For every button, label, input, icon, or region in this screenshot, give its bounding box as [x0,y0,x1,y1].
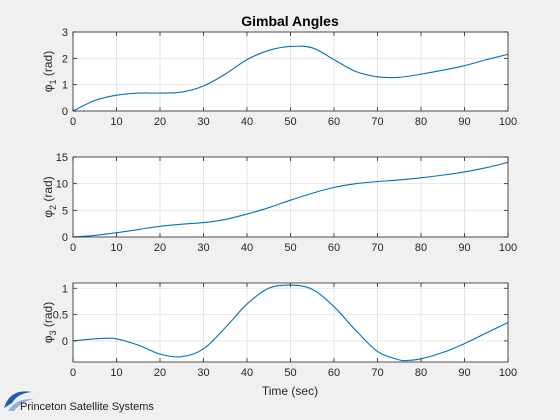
x-tick-label: 90 [458,367,470,379]
x-tick-label: 70 [371,116,383,128]
x-tick-label: 50 [284,242,296,254]
subplot-phi1: 0 10 20 30 40 50 60 70 80 90 100 0 1 2 3 φ1 (rad) [41,27,517,128]
x-tick-label: 60 [328,367,340,379]
x-tick-label: 40 [241,242,253,254]
y-tick-label: 3 [62,27,68,39]
y-tick-label: 1 [62,80,68,92]
x-tick-label: 0 [70,116,76,128]
y-tick-label: 10 [56,179,68,191]
x-tick-label: 0 [70,242,76,254]
x-tick-label: 30 [197,242,209,254]
y-tick-label: 2 [62,53,68,65]
y-tick-label: 0 [62,232,68,244]
x-tick-label: 80 [415,242,427,254]
x-tick-label: 10 [110,116,122,128]
y-axis-label: φ2 (rad) [41,176,58,217]
subplot-phi3: 0 10 20 30 40 50 60 70 80 90 100 0 0.5 1 φ3 (rad) [41,282,517,379]
x-tick-label: 90 [458,116,470,128]
x-tick-label: 70 [371,242,383,254]
y-tick-label: 1 [62,283,68,295]
x-tick-label: 80 [415,116,427,128]
x-tick-label: 30 [197,367,209,379]
y-axis-label: φ1 (rad) [41,51,58,92]
y-tick-label: 0.5 [53,310,68,322]
x-tick-label: 10 [110,242,122,254]
x-tick-label: 40 [241,367,253,379]
x-tick-label: 40 [241,116,253,128]
x-tick-label: 50 [284,116,296,128]
y-tick-label: 0 [62,106,68,118]
x-tick-label: 90 [458,242,470,254]
x-tick-label: 60 [328,116,340,128]
x-tick-label: 0 [70,367,76,379]
x-tick-label: 10 [110,367,122,379]
y-tick-label: 5 [62,205,68,217]
x-tick-label: 20 [154,116,166,128]
x-tick-label: 100 [499,116,517,128]
x-tick-label: 50 [284,367,296,379]
princeton-logo-icon [4,391,34,411]
x-tick-label: 20 [154,367,166,379]
series-line-phi1 [72,45,509,112]
brand-name: Princeton Satellite Systems [20,401,154,413]
y-axis-label: φ3 (rad) [41,302,58,343]
chart-title: Gimbal Angles [241,13,339,29]
x-tick-label: 80 [415,367,427,379]
brand-footer: Princeton Satellite Systems [4,391,154,413]
x-tick-label: 60 [328,242,340,254]
x-tick-label: 100 [499,242,517,254]
y-tick-label: 0 [62,336,68,348]
x-axis-label: Time (sec) [262,384,318,398]
x-tick-label: 100 [499,367,517,379]
y-tick-label: 15 [56,152,68,164]
x-tick-label: 30 [197,116,209,128]
series-line-phi2 [72,161,509,238]
subplot-phi2: 0 10 20 30 40 50 60 70 80 90 100 0 5 10 15 φ2 (rad) [41,152,517,254]
x-tick-label: 70 [371,367,383,379]
x-tick-label: 20 [154,242,166,254]
